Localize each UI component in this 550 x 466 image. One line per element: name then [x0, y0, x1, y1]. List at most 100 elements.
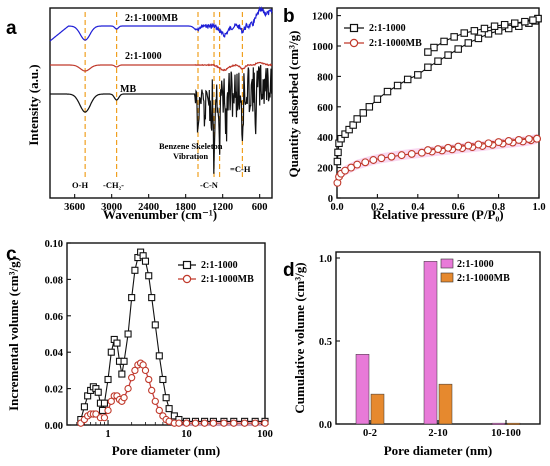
y-tick-label-b: 800 — [317, 72, 333, 83]
plot-frame-c — [66, 242, 266, 426]
x-tick-label-b: 0.2 — [371, 202, 384, 213]
bar-211000mb-0-2 — [370, 393, 385, 425]
data-point-circle — [200, 419, 209, 427]
data-point-square — [403, 75, 412, 84]
data-point-square — [464, 39, 473, 47]
legend-marker-circle-b — [349, 38, 359, 48]
data-point-square — [424, 63, 432, 72]
data-point-circle — [494, 138, 503, 147]
panel-b: b 0.0 0.2 0.4 0.6 0.8 1.0 0 200 400 600 800 1000 120… — [283, 6, 546, 222]
data-point-square — [341, 130, 349, 138]
data-point-square — [124, 330, 132, 338]
data-point-circle — [240, 419, 249, 427]
bar-211000-0-2 — [355, 354, 370, 425]
x-tick-label-b: 0.4 — [411, 202, 425, 213]
bar-211000mb-2-10 — [438, 383, 453, 425]
legend-swatch-d-1 — [440, 258, 454, 269]
legend-label-b-1: 2:1-1000 — [369, 23, 406, 34]
y-tick-label-b: 400 — [317, 133, 333, 144]
series-label-a-1: 2:1-1000MB — [125, 13, 178, 24]
data-point-circle — [407, 149, 416, 158]
legend-label-d-1: 2:1-1000 — [457, 259, 494, 270]
data-point-circle — [353, 160, 362, 169]
data-point-square — [504, 24, 513, 33]
data-point-square — [120, 357, 128, 365]
x-tick-label-d: 2-10 — [428, 428, 447, 439]
spectra-a — [49, 6, 273, 174]
data-point-square — [424, 48, 432, 56]
y-tick-label-c: 0.10 — [45, 239, 63, 250]
data-point-circle — [484, 139, 493, 148]
data-point-circle — [151, 397, 159, 405]
y-axis-title-a: Intensity (a.u.) — [26, 64, 41, 145]
panel-d: d 0.0 0.5 1.0 0-2 2-10 10-100 2:1-1000 2:1-10… — [283, 251, 541, 458]
x-axis-title-a: Wavenumber (cm⁻¹) — [103, 207, 217, 222]
annotation-ch2: -CH₂- — [103, 180, 124, 190]
series-labels-a: 2:1-1000MB 2:1-1000 MB — [120, 13, 178, 95]
data-point-square — [373, 95, 382, 103]
data-point-circle — [341, 166, 350, 175]
data-point-circle — [209, 419, 218, 427]
y-tick-label-c: 0.06 — [45, 312, 63, 323]
data-point-circle — [444, 143, 453, 152]
data-point-circle — [347, 163, 356, 172]
data-point-circle — [361, 158, 370, 167]
data-point-square — [170, 412, 178, 420]
data-point-square — [383, 87, 392, 96]
data-point-square — [440, 37, 448, 46]
data-point-square — [484, 30, 493, 38]
data-point-square — [107, 348, 115, 356]
data-point-circle — [124, 384, 132, 393]
bar-211000mb-10-100 — [506, 422, 521, 425]
data-point-square — [470, 27, 479, 35]
annotation-vibration: Vibration — [173, 151, 208, 161]
spectrum-2-1-1000 — [50, 61, 273, 72]
data-point-circle — [397, 151, 406, 160]
data-point-square — [393, 81, 402, 90]
band-b-shade — [337, 133, 537, 188]
annotation-cn: -C-N — [200, 180, 219, 190]
data-point-square — [365, 103, 374, 111]
data-point-square — [480, 24, 489, 33]
data-point-square — [359, 109, 368, 117]
y-tick-label-c: 0.00 — [45, 421, 63, 432]
y-axis-title-c: Incremental volume (cm³/g) — [6, 257, 21, 411]
x-tick-label-a: 3000 — [101, 202, 122, 213]
data-point-square — [165, 405, 173, 413]
data-point-circle — [261, 419, 269, 427]
data-point-square — [444, 51, 452, 59]
isotherms-b — [333, 14, 542, 187]
legend-marker-square-c — [182, 260, 192, 270]
data-point-circle — [514, 135, 523, 144]
ticks-b: 0.0 0.2 0.4 0.6 0.8 1.0 0 200 400 600 800 1000 1200 — [312, 12, 546, 213]
data-point-square — [128, 294, 136, 302]
data-point-circle — [145, 375, 153, 384]
data-point-square — [490, 22, 499, 30]
data-point-square — [131, 266, 139, 274]
data-point-square — [118, 370, 126, 378]
x-tick-label-a: 1200 — [212, 202, 233, 213]
panel-letter-c: c — [6, 244, 17, 265]
series-label-a-3: MB — [120, 84, 136, 95]
data-point-circle — [100, 414, 109, 422]
legend-marker-square-b — [349, 23, 359, 33]
data-point-square — [474, 34, 483, 43]
data-point-circle — [464, 141, 473, 150]
data-point-square — [151, 321, 159, 329]
y-axis-title-b: Quantity adsorbed (cm³/g) — [286, 31, 301, 178]
data-point-square — [333, 157, 342, 166]
x-tick-label-c: 1 — [105, 429, 110, 440]
data-point-square — [148, 294, 156, 302]
data-point-circle — [423, 146, 432, 155]
panel-letter-d: d — [283, 260, 295, 281]
y-tick-label-b: 600 — [317, 103, 333, 114]
data-point-square — [511, 19, 519, 27]
data-point-square — [521, 17, 529, 26]
x-ticks-a: 3600 3000 2400 1800 1200 600 — [64, 194, 268, 213]
x-tick-label-a: 1800 — [175, 202, 196, 213]
data-point-square — [80, 403, 88, 411]
data-point-circle — [92, 410, 100, 418]
y-tick-label-b: 1000 — [312, 42, 333, 53]
y-tick-label-d: 0.5 — [319, 337, 332, 348]
